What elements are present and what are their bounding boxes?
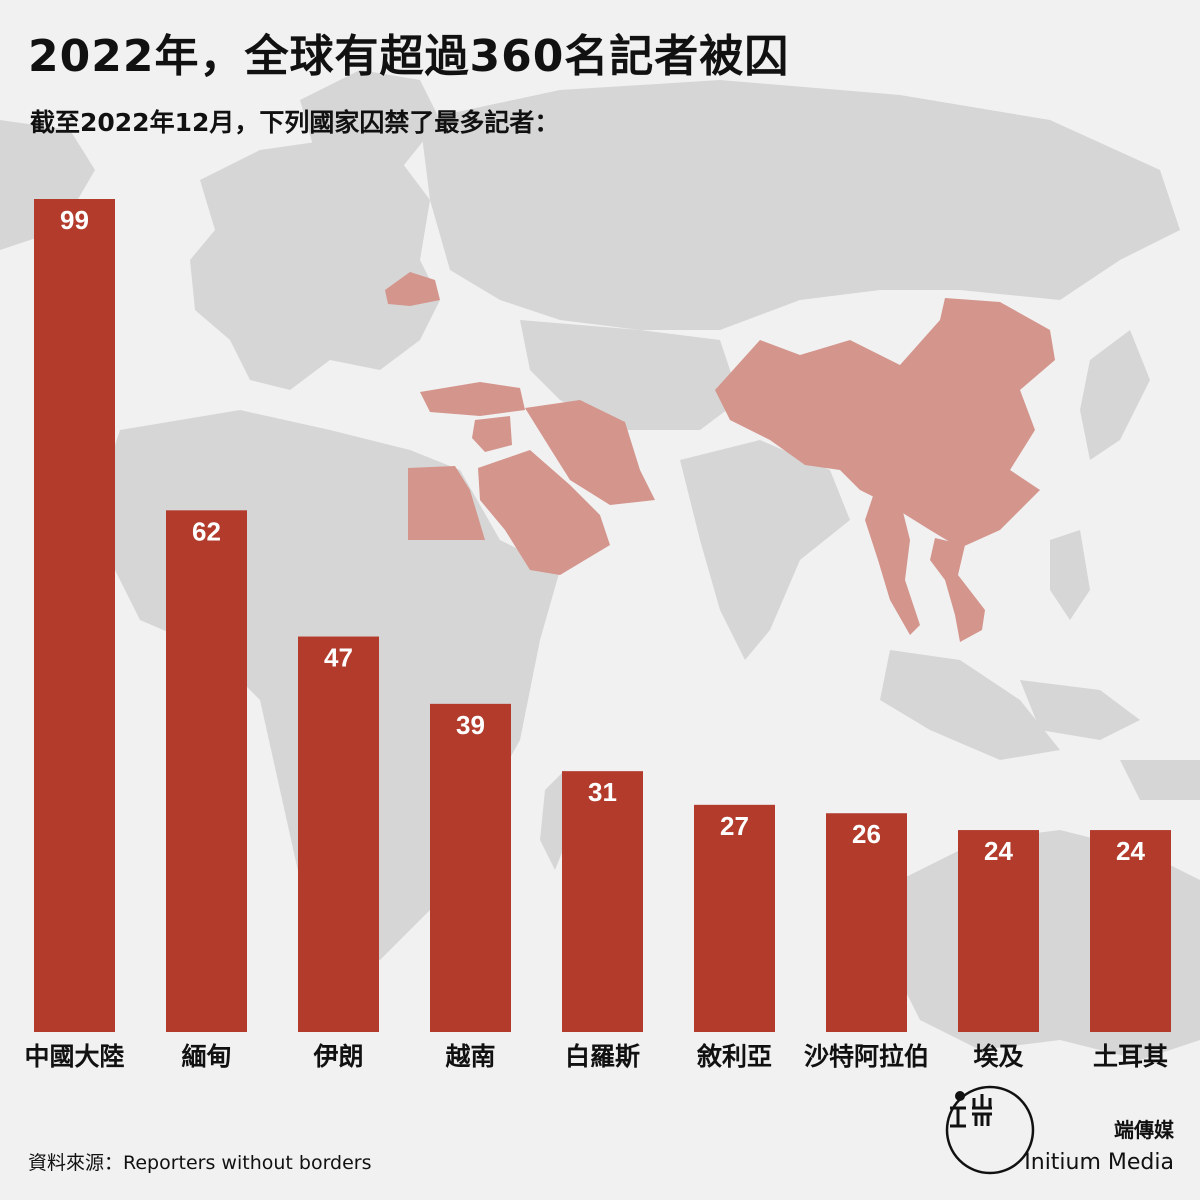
map-highlight-vietnam (930, 538, 985, 642)
map-land-japan (1080, 330, 1150, 460)
bar-value-label: 47 (324, 643, 353, 673)
bar-8 (958, 830, 1039, 1032)
map-highlight-belarus (385, 272, 440, 306)
map-highlight-china (715, 298, 1055, 548)
bar-value-label: 26 (852, 819, 881, 849)
category-label: 白羅斯 (565, 1042, 640, 1071)
bar-6 (694, 804, 775, 1032)
chart-title: 2022年，全球有超過360名記者被囚 (28, 31, 790, 82)
chart-subtitle: 截至2022年12月，下列國家囚禁了最多記者： (30, 108, 560, 137)
category-label: 埃及 (973, 1042, 1023, 1071)
map-land-papua (1120, 760, 1200, 800)
map-land-north-america (0, 120, 95, 250)
map-land-india (680, 440, 850, 660)
bar-value-label: 99 (60, 205, 89, 235)
bar-5 (562, 771, 643, 1032)
bar-value-label: 31 (588, 777, 617, 807)
source-note: 資料來源：Reporters without borders (28, 1152, 372, 1174)
map-highlight-iran (525, 400, 655, 505)
bar-value-label: 24 (984, 836, 1013, 866)
map-land-scandinavia (300, 70, 440, 200)
brand-name-english: Initium Media (1024, 1150, 1174, 1175)
map-land-sea-islands (880, 650, 1060, 760)
bar-value-label: 62 (192, 516, 221, 546)
map-highlight-saudi (478, 450, 610, 575)
category-label: 沙特阿拉伯 (804, 1042, 929, 1071)
bar-3 (298, 636, 379, 1032)
map-highlight-syria (472, 416, 512, 452)
category-label: 中國大陸 (24, 1042, 124, 1071)
category-label: 越南 (445, 1042, 495, 1071)
category-label: 土耳其 (1093, 1042, 1168, 1071)
category-label: 緬甸 (181, 1042, 231, 1071)
bar-value-label: 39 (456, 710, 485, 740)
brand-name-chinese: 端傳媒 (1114, 1118, 1174, 1142)
map-highlight-turkey (420, 382, 525, 416)
bar-2 (166, 510, 247, 1032)
map-highlight-egypt (408, 466, 485, 540)
bar-9 (1090, 830, 1171, 1032)
map-land-indonesia-east (1020, 680, 1140, 740)
bar-4 (430, 703, 511, 1032)
initium-logo-icon (945, 1085, 1035, 1175)
map-highlight-myanmar (865, 490, 920, 635)
map-land-europe (190, 140, 440, 390)
category-label: 敘利亞 (697, 1042, 772, 1071)
bar-value-label: 27 (720, 811, 749, 841)
bar-7 (826, 813, 907, 1032)
category-label: 伊朗 (312, 1042, 363, 1071)
map-land-philippines (1050, 530, 1090, 620)
bar-1 (34, 199, 115, 1032)
map-land-russia (420, 80, 1180, 330)
bar-value-label: 24 (1116, 836, 1145, 866)
